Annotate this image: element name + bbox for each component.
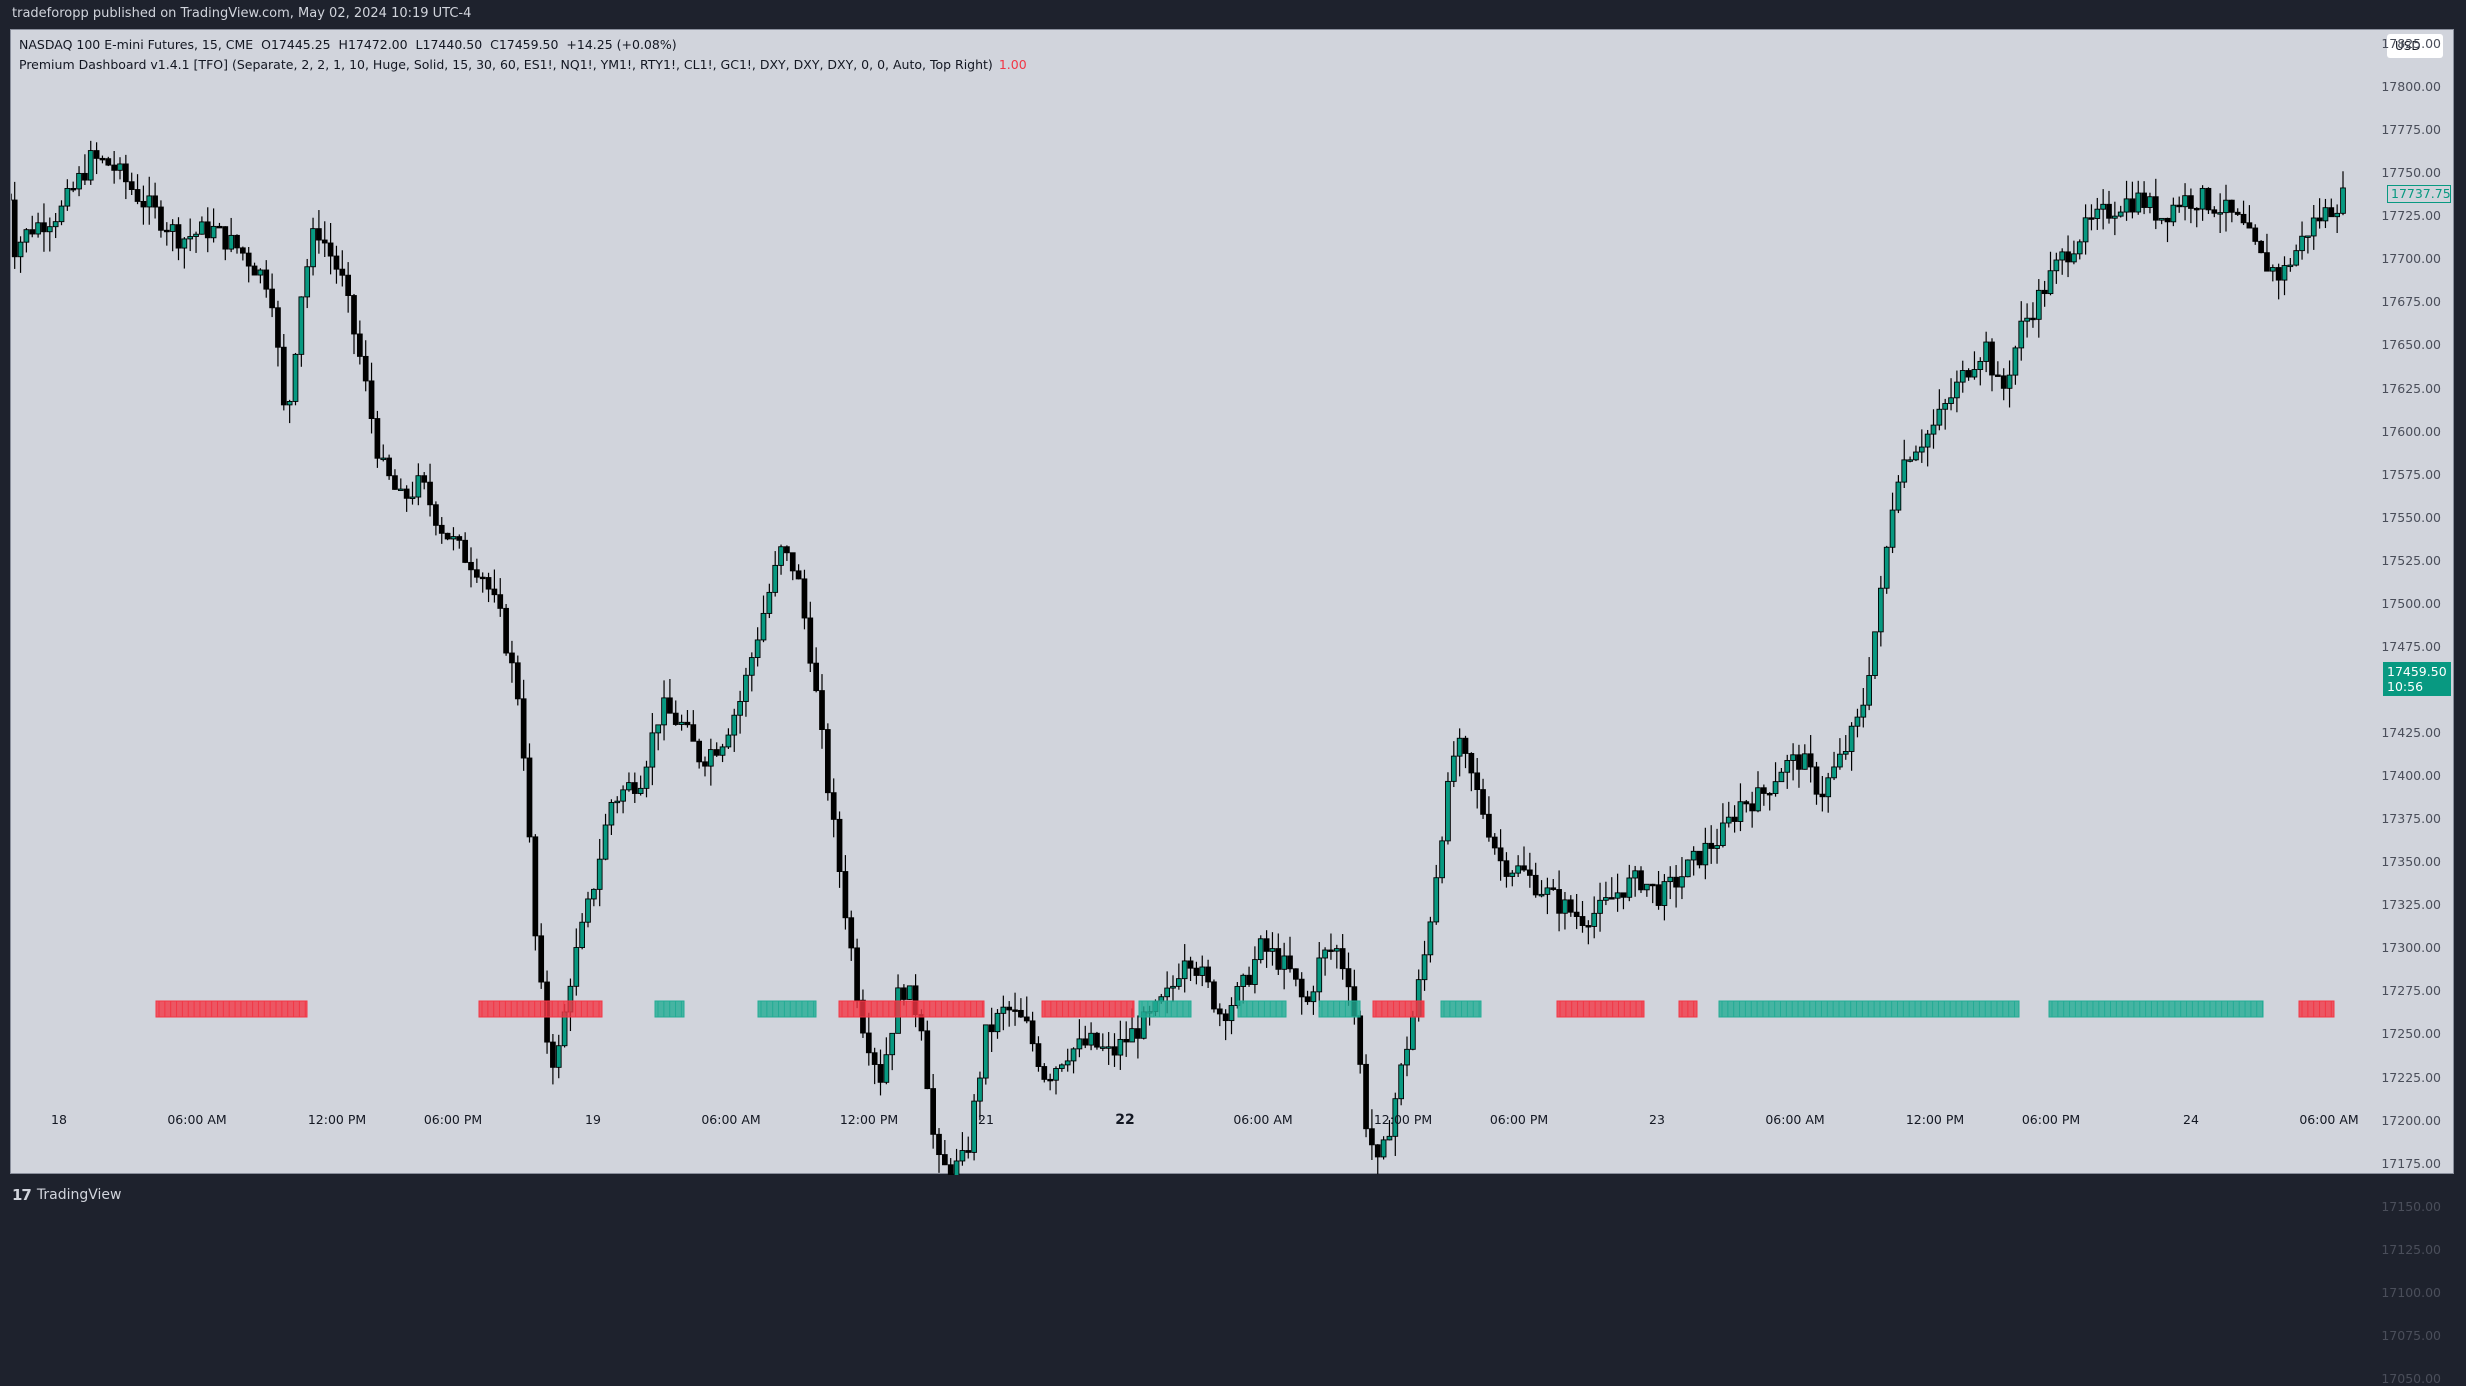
time-tick: 06:00 AM (1765, 1112, 1824, 1127)
signal-bar-red (839, 1001, 984, 1017)
price-tick: 17175.00 (2381, 1156, 2441, 1171)
signal-bar-red (1679, 1001, 1697, 1017)
indicator-legend-text: Premium Dashboard v1.4.1 [TFO] (Separate… (19, 57, 993, 72)
price-tick: 17100.00 (2381, 1285, 2441, 1300)
time-tick: 12:00 PM (308, 1112, 366, 1127)
time-tick: 12:00 PM (1374, 1112, 1432, 1127)
signal-bar-red (1042, 1001, 1134, 1017)
time-tick: 24 (2183, 1112, 2199, 1127)
bar-countdown: 10:56 (2387, 679, 2447, 694)
price-tick: 17325.00 (2381, 897, 2441, 912)
price-tick: 17825.00 (2381, 36, 2441, 51)
tradingview-logo-icon: 17 (12, 1186, 31, 1204)
price-tick: 17250.00 (2381, 1026, 2441, 1041)
signal-bar-red (2299, 1001, 2334, 1017)
price-tick: 17750.00 (2381, 165, 2441, 180)
price-tick: 17075.00 (2381, 1328, 2441, 1343)
signal-bar-green (1319, 1001, 1360, 1017)
price-tick: 17050.00 (2381, 1371, 2441, 1386)
price-tick: 17525.00 (2381, 553, 2441, 568)
time-tick: 06:00 AM (701, 1112, 760, 1127)
signal-bar-green (2049, 1001, 2263, 1017)
time-tick: 06:00 PM (424, 1112, 482, 1127)
candlestick-plot[interactable] (11, 30, 2455, 1175)
signal-bar-green (758, 1001, 816, 1017)
price-tick: 17225.00 (2381, 1070, 2441, 1085)
price-tick: 17425.00 (2381, 725, 2441, 740)
price-tick: 17700.00 (2381, 251, 2441, 266)
time-tick: 12:00 PM (1906, 1112, 1964, 1127)
footer-brand[interactable]: 17 TradingView (12, 1186, 121, 1204)
signal-bar-red (156, 1001, 307, 1017)
indicator-value: 1.00 (999, 57, 1027, 72)
time-tick: 22 (1115, 1112, 1134, 1128)
price-tick: 17725.00 (2381, 208, 2441, 223)
price-tick: 17625.00 (2381, 381, 2441, 396)
time-tick: 21 (978, 1112, 994, 1127)
time-tick: 23 (1649, 1112, 1665, 1127)
price-tick: 17800.00 (2381, 79, 2441, 94)
signal-bar-green (655, 1001, 684, 1017)
last-price-label: 17459.50 10:56 (2383, 662, 2451, 696)
price-tick: 17550.00 (2381, 510, 2441, 525)
time-tick: 12:00 PM (840, 1112, 898, 1127)
price-tick: 17275.00 (2381, 983, 2441, 998)
time-tick: 06:00 AM (2299, 1112, 2358, 1127)
price-tick: 17200.00 (2381, 1113, 2441, 1128)
time-tick: 06:00 AM (167, 1112, 226, 1127)
price-tick: 17475.00 (2381, 639, 2441, 654)
time-tick: 19 (585, 1112, 601, 1127)
price-tick: 17125.00 (2381, 1242, 2441, 1257)
brand-name: TradingView (37, 1187, 122, 1203)
publisher-line: tradeforopp published on TradingView.com… (12, 6, 471, 21)
signal-bar-green (1441, 1001, 1481, 1017)
time-tick: 06:00 PM (1490, 1112, 1548, 1127)
time-tick: 18 (51, 1112, 67, 1127)
price-tick: 17675.00 (2381, 294, 2441, 309)
signal-bar-red (1373, 1001, 1424, 1017)
signal-bar-red (479, 1001, 602, 1017)
signal-bar-green (1139, 1001, 1191, 1017)
price-tick: 17375.00 (2381, 811, 2441, 826)
price-tick: 17300.00 (2381, 940, 2441, 955)
last-price-value: 17459.50 (2387, 664, 2447, 679)
price-tick: 17350.00 (2381, 854, 2441, 869)
symbol-legend[interactable]: NASDAQ 100 E-mini Futures, 15, CME O1744… (19, 37, 677, 52)
high-price-marker: 17737.75 (2387, 185, 2451, 203)
time-tick: 06:00 AM (1233, 1112, 1292, 1127)
price-tick: 17500.00 (2381, 596, 2441, 611)
indicator-legend[interactable]: Premium Dashboard v1.4.1 [TFO] (Separate… (19, 57, 1027, 72)
price-tick: 17575.00 (2381, 467, 2441, 482)
price-tick: 17400.00 (2381, 768, 2441, 783)
signal-bar-green (1238, 1001, 1286, 1017)
chart-panel[interactable]: NASDAQ 100 E-mini Futures, 15, CME O1744… (10, 29, 2454, 1174)
signal-bar-green (1719, 1001, 2019, 1017)
price-tick: 17150.00 (2381, 1199, 2441, 1214)
price-tick: 17775.00 (2381, 122, 2441, 137)
price-tick: 17650.00 (2381, 337, 2441, 352)
signal-bar-red (1557, 1001, 1644, 1017)
price-tick: 17600.00 (2381, 424, 2441, 439)
time-tick: 06:00 PM (2022, 1112, 2080, 1127)
